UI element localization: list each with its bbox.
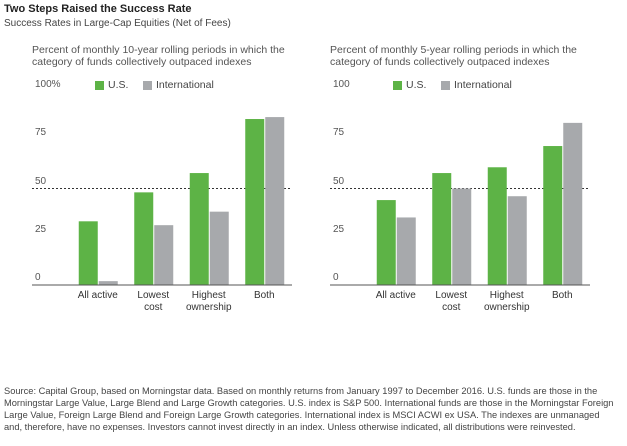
panel-subtitle: Percent of monthly 5-year rolling period… [330, 44, 577, 69]
x-tick-label: Lowest cost [435, 290, 468, 313]
legend-swatch [95, 81, 104, 90]
bar [507, 196, 527, 285]
title: Two Steps Raised the Success Rate [4, 3, 192, 15]
bar [376, 200, 396, 285]
bar [78, 221, 98, 285]
legend-label: International [156, 79, 214, 91]
y-tick-label: 75 [333, 127, 345, 139]
bar [543, 146, 563, 285]
bar [189, 173, 209, 285]
y-tick-label: 25 [35, 223, 47, 235]
bar [134, 192, 154, 285]
x-tick-label: Both [551, 290, 573, 301]
legend-swatch [143, 81, 152, 90]
legend-label: International [454, 79, 512, 91]
bar [432, 173, 452, 285]
bar [245, 119, 265, 286]
panel-subtitle: Percent of monthly 10-year rolling perio… [32, 44, 285, 69]
bar [396, 217, 416, 285]
bar [487, 167, 507, 285]
y-tick-label: 25 [333, 223, 345, 235]
x-tick-label: Both [253, 290, 275, 301]
legend-label: U.S. [108, 79, 129, 91]
y-tick-label: 100% [35, 79, 61, 90]
bar [452, 188, 472, 285]
bar [154, 225, 174, 285]
legend-swatch [393, 81, 402, 90]
x-tick-label: All active [77, 290, 118, 301]
y-tick-label: 50 [333, 175, 345, 187]
legend-label: U.S. [406, 79, 427, 91]
x-tick-label: All active [375, 290, 416, 301]
legend-swatch [441, 81, 450, 90]
x-tick-label: Lowest cost [137, 290, 170, 313]
y-tick-label: 0 [333, 272, 339, 283]
x-tick-label: Highest ownership [483, 290, 530, 313]
bar [563, 122, 583, 285]
subtitle: Success Rates in Large-Cap Equities (Net… [4, 18, 231, 29]
y-tick-label: 50 [35, 175, 47, 187]
y-tick-label: 0 [35, 272, 41, 283]
y-tick-label: 75 [35, 127, 47, 139]
y-tick-label: 100 [333, 79, 350, 90]
bar [265, 117, 285, 285]
bar [98, 281, 118, 285]
x-tick-label: Highest ownership [185, 290, 232, 313]
bar [209, 211, 229, 285]
source-note: Source: Capital Group, based on Mornings… [4, 386, 614, 433]
